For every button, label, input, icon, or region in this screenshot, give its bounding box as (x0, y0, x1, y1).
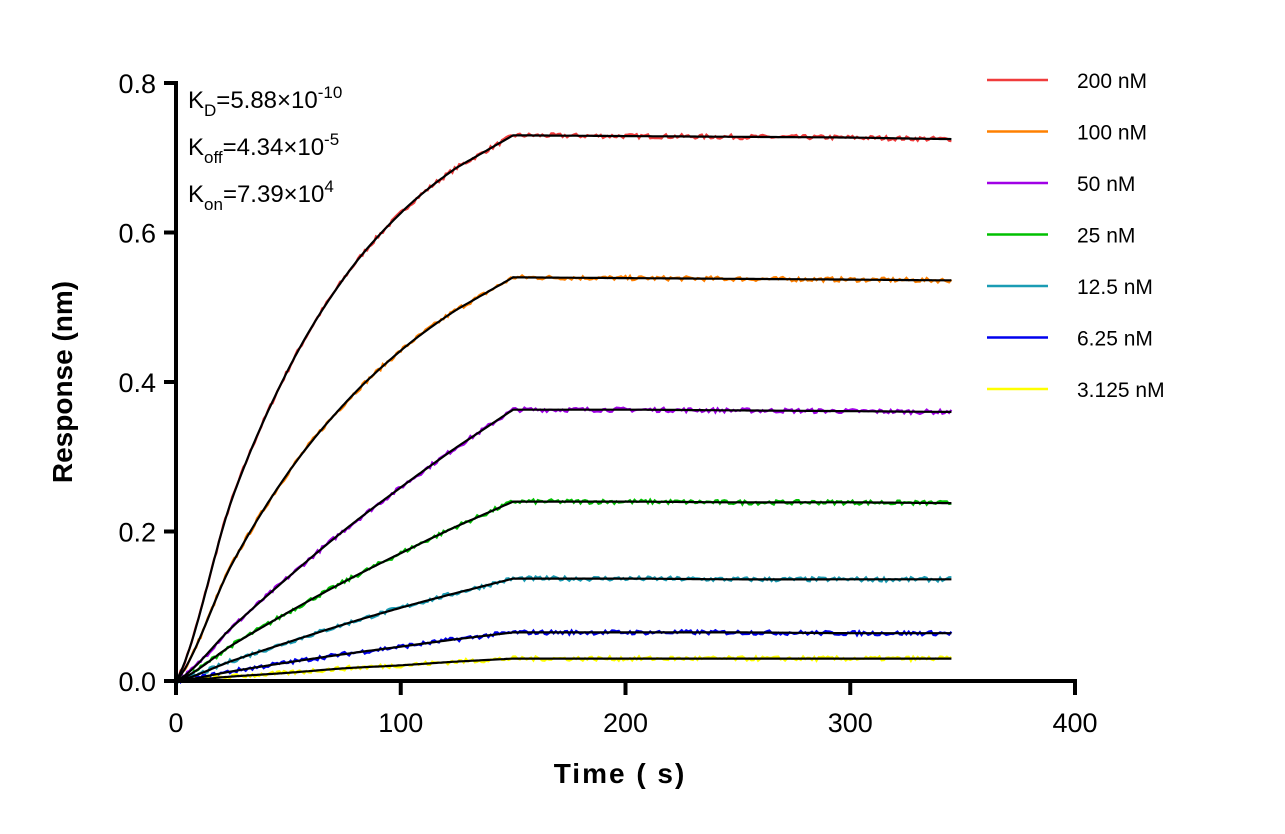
x-axis-label: Time ( s) (554, 758, 687, 789)
fit-curve-50-nM (175, 408, 952, 682)
fit-curve-3.125-nM (175, 657, 952, 683)
legend-label: 50 nM (1077, 173, 1135, 196)
constant-value: =5.88×10 (216, 87, 317, 114)
constant-symbol: K (188, 134, 204, 161)
data-trace-12.5-nM (175, 574, 952, 684)
data-trace-200-nM (175, 132, 952, 682)
y-tick-label: 0.2 (118, 518, 156, 548)
y-tick-label: 0.8 (118, 69, 156, 99)
constant-symbol: K (188, 181, 204, 208)
x-tick-label: 0 (168, 708, 183, 738)
constant-exponent: -10 (318, 83, 343, 102)
fit-curve-100-nM (175, 276, 952, 682)
legend: 200 nM 100 nM 50 nM 25 nM 12.5 nM 6.25 nM 3.12… (987, 70, 1165, 402)
constant-subscript: off (204, 148, 223, 167)
x-tick-label: 100 (378, 708, 423, 738)
fit-curve-6.25-nM (175, 631, 952, 683)
constant-subscript: D (204, 101, 216, 120)
legend-label: 25 nM (1077, 225, 1135, 248)
constant-exponent: -5 (324, 130, 339, 149)
y-tick-label: 0.0 (118, 667, 156, 697)
data-trace-3.125-nM (175, 654, 952, 683)
axes: 0.0 0.2 0.4 0.6 0.8 0 100 200 300 400 (118, 69, 1097, 738)
constant-value: =4.34×10 (223, 134, 324, 161)
y-tick-label: 0.4 (118, 368, 156, 398)
fit-curve-25-nM (175, 500, 952, 683)
legend-label: 12.5 nM (1077, 276, 1153, 299)
legend-label: 6.25 nM (1077, 328, 1153, 351)
constant-value: =7.39×10 (223, 181, 324, 208)
fit-curve-200-nM (175, 134, 952, 682)
constant-exponent: 4 (324, 177, 333, 196)
constant-symbol: K (188, 87, 204, 114)
x-tick-label: 400 (1052, 708, 1097, 738)
data-trace-6.25-nM (175, 628, 953, 685)
kinetic-constant-label: KD=5.88×10-10 (188, 83, 342, 120)
y-tick-label: 0.6 (118, 219, 156, 249)
data-trace-100-nM (175, 273, 953, 682)
fit-curve-12.5-nM (175, 577, 952, 683)
kinetic-constant-label: Koff=4.34×10-5 (188, 130, 339, 167)
plot-area (175, 132, 953, 685)
x-tick-label: 300 (828, 708, 873, 738)
y-axis-label: Response (nm) (47, 281, 78, 483)
legend-label: 3.125 nM (1077, 379, 1165, 402)
constant-subscript: on (204, 195, 223, 214)
legend-label: 100 nM (1077, 122, 1147, 145)
kinetic-constant-label: Kon=7.39×104 (188, 177, 334, 214)
data-trace-25-nM (175, 497, 952, 684)
x-tick-label: 200 (603, 708, 648, 738)
legend-label: 200 nM (1077, 70, 1147, 93)
